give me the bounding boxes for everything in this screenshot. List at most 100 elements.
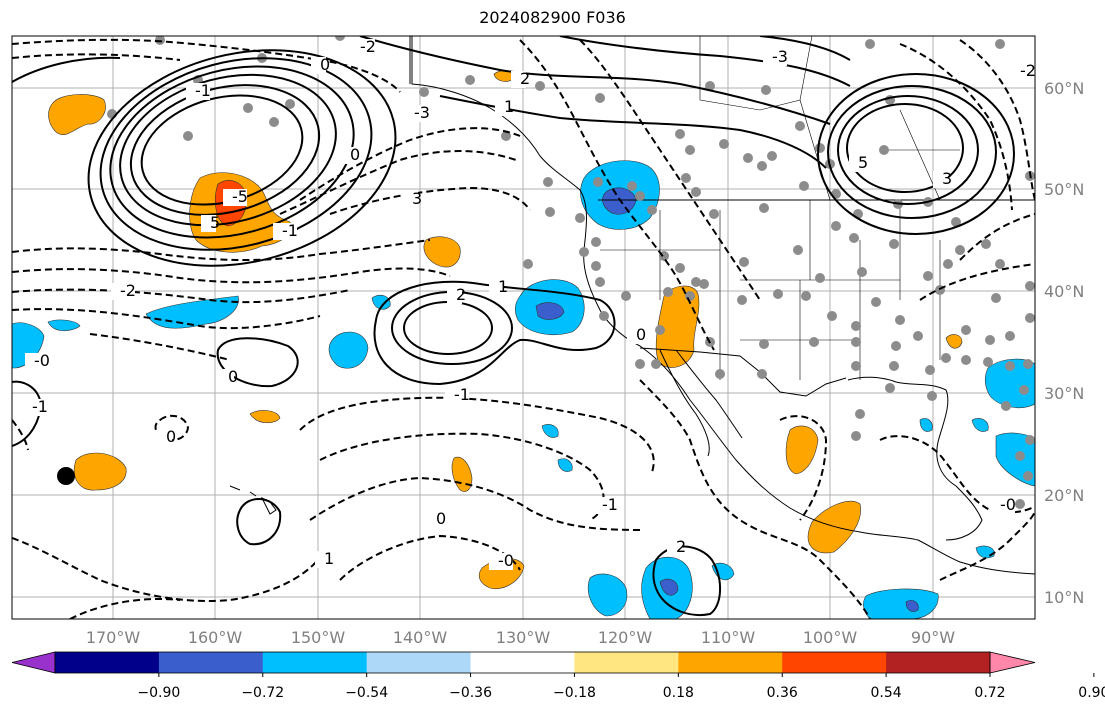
latitude-label: 20°N	[1044, 486, 1084, 505]
contour-label: -1	[195, 81, 211, 100]
colorbar-extension-low	[11, 651, 56, 674]
contour-label-background	[351, 39, 375, 56]
contour-line	[12, 419, 29, 451]
negative-anomaly-patch	[602, 187, 637, 215]
latitude-label: 60°N	[1044, 79, 1084, 98]
longitude-label: 150°W	[291, 628, 346, 647]
contour-label-background	[627, 327, 642, 344]
contour-label-background	[219, 369, 234, 386]
contour-line	[69, 597, 181, 619]
north-america-coastline	[411, 36, 1035, 575]
contour-label-background	[593, 497, 617, 514]
contour-label-background	[186, 83, 210, 100]
contour-line	[299, 396, 655, 473]
negative-anomaly-patch	[905, 600, 919, 612]
contour-label: 0	[636, 325, 646, 344]
positive-anomaly-patch	[785, 425, 819, 475]
contour-line	[779, 415, 828, 521]
colorbar-segment	[55, 652, 160, 673]
contour-label: -1	[32, 397, 48, 416]
colorbar-segment	[366, 652, 472, 673]
map-title: 2024082900 F036	[479, 8, 626, 27]
contour-line	[759, 36, 851, 61]
contour-line	[846, 103, 964, 193]
contour-label: 5	[210, 213, 220, 232]
contour-label-background	[495, 99, 510, 116]
contour-label: 2	[676, 537, 686, 556]
contour-line	[919, 263, 1035, 301]
contour-label-background	[157, 429, 172, 446]
contour-line	[939, 509, 1035, 581]
contour-line	[837, 95, 979, 205]
contour-label-background	[201, 215, 216, 232]
contour-line	[119, 73, 337, 227]
contour-label-background	[403, 191, 418, 208]
longitude-label: 100°W	[803, 628, 858, 647]
contour-label-background	[511, 71, 526, 88]
colorbar-segment	[574, 652, 679, 673]
contour-label: 0	[436, 509, 446, 528]
contour-label-background	[111, 283, 135, 300]
contour-line	[519, 39, 715, 351]
canada-provinces	[699, 36, 960, 201]
longitude-label: 140°W	[393, 628, 448, 647]
colorbar-tick-label: −0.90	[137, 685, 180, 701]
negative-height-contours	[12, 38, 1035, 619]
contour-label: 1	[504, 97, 514, 116]
shaded-anomaly-regions	[12, 70, 1035, 619]
contour-label: -2	[120, 281, 136, 300]
longitude-label: 90°W	[911, 628, 955, 647]
location-marker	[57, 467, 75, 485]
contour-line	[12, 308, 321, 330]
longitude-label: 120°W	[598, 628, 653, 647]
positive-height-contours	[12, 36, 1015, 616]
contour-label: -0	[1000, 495, 1016, 514]
contour-line	[89, 333, 231, 361]
contour-label-background	[849, 155, 864, 172]
positive-anomaly-patch	[74, 452, 127, 491]
colorbar-tick-label: 0.36	[767, 685, 798, 701]
colorbar-tick-labels: −0.90 −0.72 −0.54 −0.36 −0.18 0.18 0.36 0.54 0.7…	[137, 673, 1105, 701]
colorbar-tick-label: −0.72	[241, 685, 284, 701]
contour-label-background	[489, 553, 513, 570]
contour-label-background	[25, 353, 49, 370]
negative-anomaly-patch	[557, 458, 573, 472]
negative-anomaly-patch	[587, 573, 628, 617]
contour-label-background	[991, 497, 1015, 514]
coastlines-and-borders	[229, 36, 1035, 575]
colorbar-segment	[678, 652, 783, 673]
positive-anomaly-patch	[249, 410, 281, 424]
longitude-label: 110°W	[701, 628, 756, 647]
colorbar-frame	[54, 651, 991, 674]
colorbar-tick-label: −0.18	[553, 685, 596, 701]
colorbar-tick-label: −0.36	[449, 685, 492, 701]
contour-line	[12, 38, 401, 93]
positive-anomaly-patch	[48, 94, 106, 135]
contour-label: 3	[412, 189, 422, 208]
colorbar-extension-high	[989, 651, 1036, 674]
contour-line	[879, 435, 1035, 514]
negative-anomaly-patch	[371, 294, 391, 310]
colorbar-segment	[470, 652, 575, 673]
contour-label-background	[405, 105, 429, 122]
colorbar-tick-label: 0.72	[974, 685, 1005, 701]
contour-label: 0	[350, 145, 360, 164]
contour-label-background	[315, 551, 330, 568]
contour-label-background	[667, 539, 682, 556]
contour-line	[12, 537, 319, 603]
negative-anomaly-patch	[659, 578, 679, 596]
longitude-label: 170°W	[86, 628, 141, 647]
contour-line	[373, 280, 616, 386]
contour-label-background	[223, 189, 247, 206]
positive-anomaly-patch	[423, 236, 461, 268]
contour-label-background	[1011, 63, 1035, 80]
map-frame	[11, 35, 1036, 620]
colorbar-segment	[158, 652, 264, 673]
contour-label: -1	[602, 495, 618, 514]
contour-line	[817, 73, 1015, 235]
negative-anomaly-patch	[328, 331, 369, 369]
longitude-label: 160°W	[188, 628, 243, 647]
contour-label: -2	[1020, 61, 1036, 80]
contour-label-background	[445, 387, 469, 404]
